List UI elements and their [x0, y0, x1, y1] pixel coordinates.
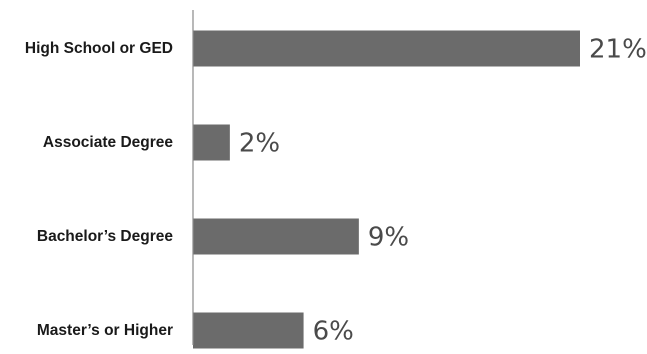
- category-label: Bachelor’s Degree: [37, 228, 173, 245]
- category-label: High School or GED: [25, 40, 173, 57]
- bar: [193, 30, 580, 67]
- bar: [193, 124, 230, 161]
- bars-layer: [193, 30, 580, 349]
- data-label: 2%: [239, 129, 280, 159]
- bar: [193, 312, 304, 349]
- data-label: 9%: [368, 223, 409, 253]
- category-label: Master’s or Higher: [37, 322, 173, 339]
- data-label: 6%: [313, 317, 354, 347]
- bar: [193, 218, 359, 255]
- category-label: Associate Degree: [43, 134, 173, 151]
- category-labels-layer: High School or GED Associate Degree Bachel…: [25, 40, 174, 339]
- data-label: 21%: [589, 35, 647, 65]
- value-labels-layer: 21% 2% 9% 6%: [239, 35, 647, 347]
